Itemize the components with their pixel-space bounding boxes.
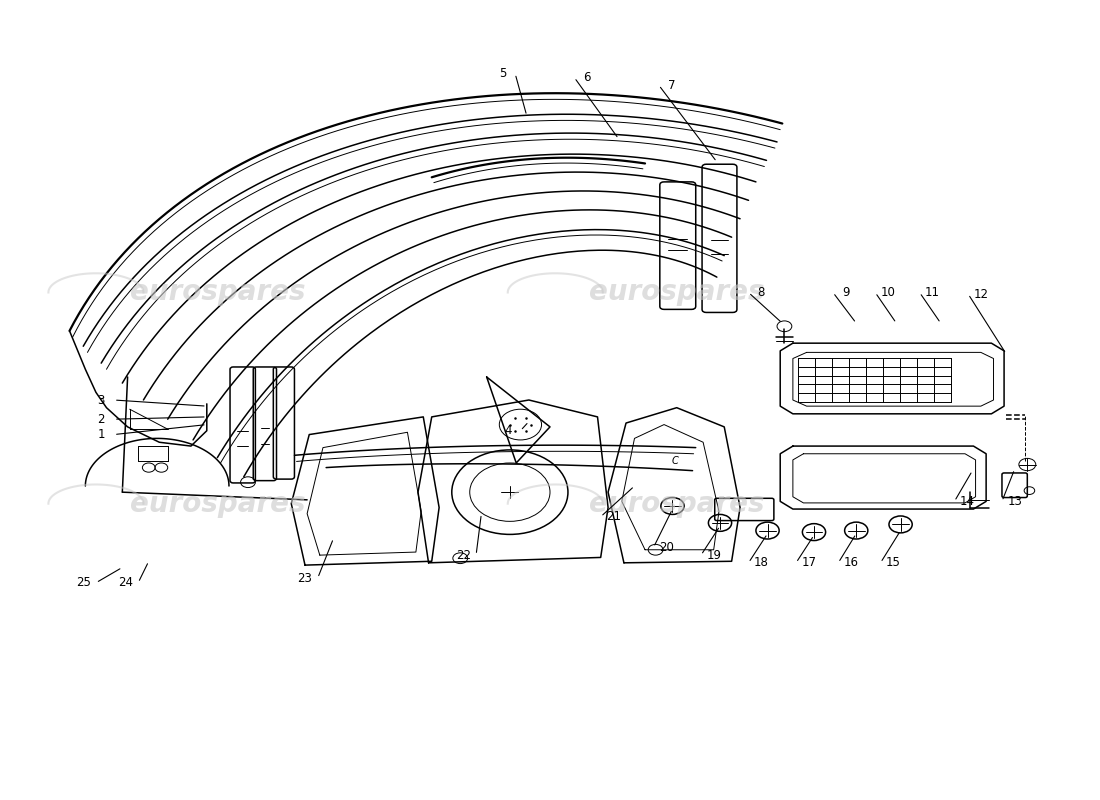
Text: 23: 23: [298, 572, 312, 585]
Text: 11: 11: [925, 286, 939, 299]
Text: C: C: [671, 457, 678, 466]
Text: 17: 17: [801, 556, 816, 570]
Text: 15: 15: [886, 556, 901, 570]
Text: 1: 1: [98, 428, 104, 441]
Text: 13: 13: [1008, 495, 1022, 508]
Text: 5: 5: [498, 67, 506, 80]
Text: 4: 4: [504, 424, 512, 438]
Text: 24: 24: [118, 576, 133, 590]
Text: eurospares: eurospares: [588, 278, 764, 306]
Text: 20: 20: [659, 541, 673, 554]
Text: 12: 12: [974, 287, 988, 301]
Text: 25: 25: [76, 576, 90, 590]
Text: eurospares: eurospares: [130, 278, 305, 306]
Text: 2: 2: [98, 413, 104, 426]
Text: 22: 22: [455, 549, 471, 562]
Text: 16: 16: [844, 556, 858, 570]
Text: 19: 19: [706, 549, 722, 562]
Text: 14: 14: [959, 495, 975, 508]
Text: 6: 6: [583, 71, 591, 84]
Text: 21: 21: [606, 510, 620, 523]
Text: 8: 8: [758, 286, 764, 299]
Text: 3: 3: [98, 394, 104, 406]
Text: 10: 10: [880, 286, 895, 299]
Text: 9: 9: [842, 286, 849, 299]
Text: eurospares: eurospares: [130, 490, 305, 518]
Text: 7: 7: [668, 78, 675, 92]
Text: 18: 18: [754, 556, 769, 570]
Text: eurospares: eurospares: [588, 490, 764, 518]
